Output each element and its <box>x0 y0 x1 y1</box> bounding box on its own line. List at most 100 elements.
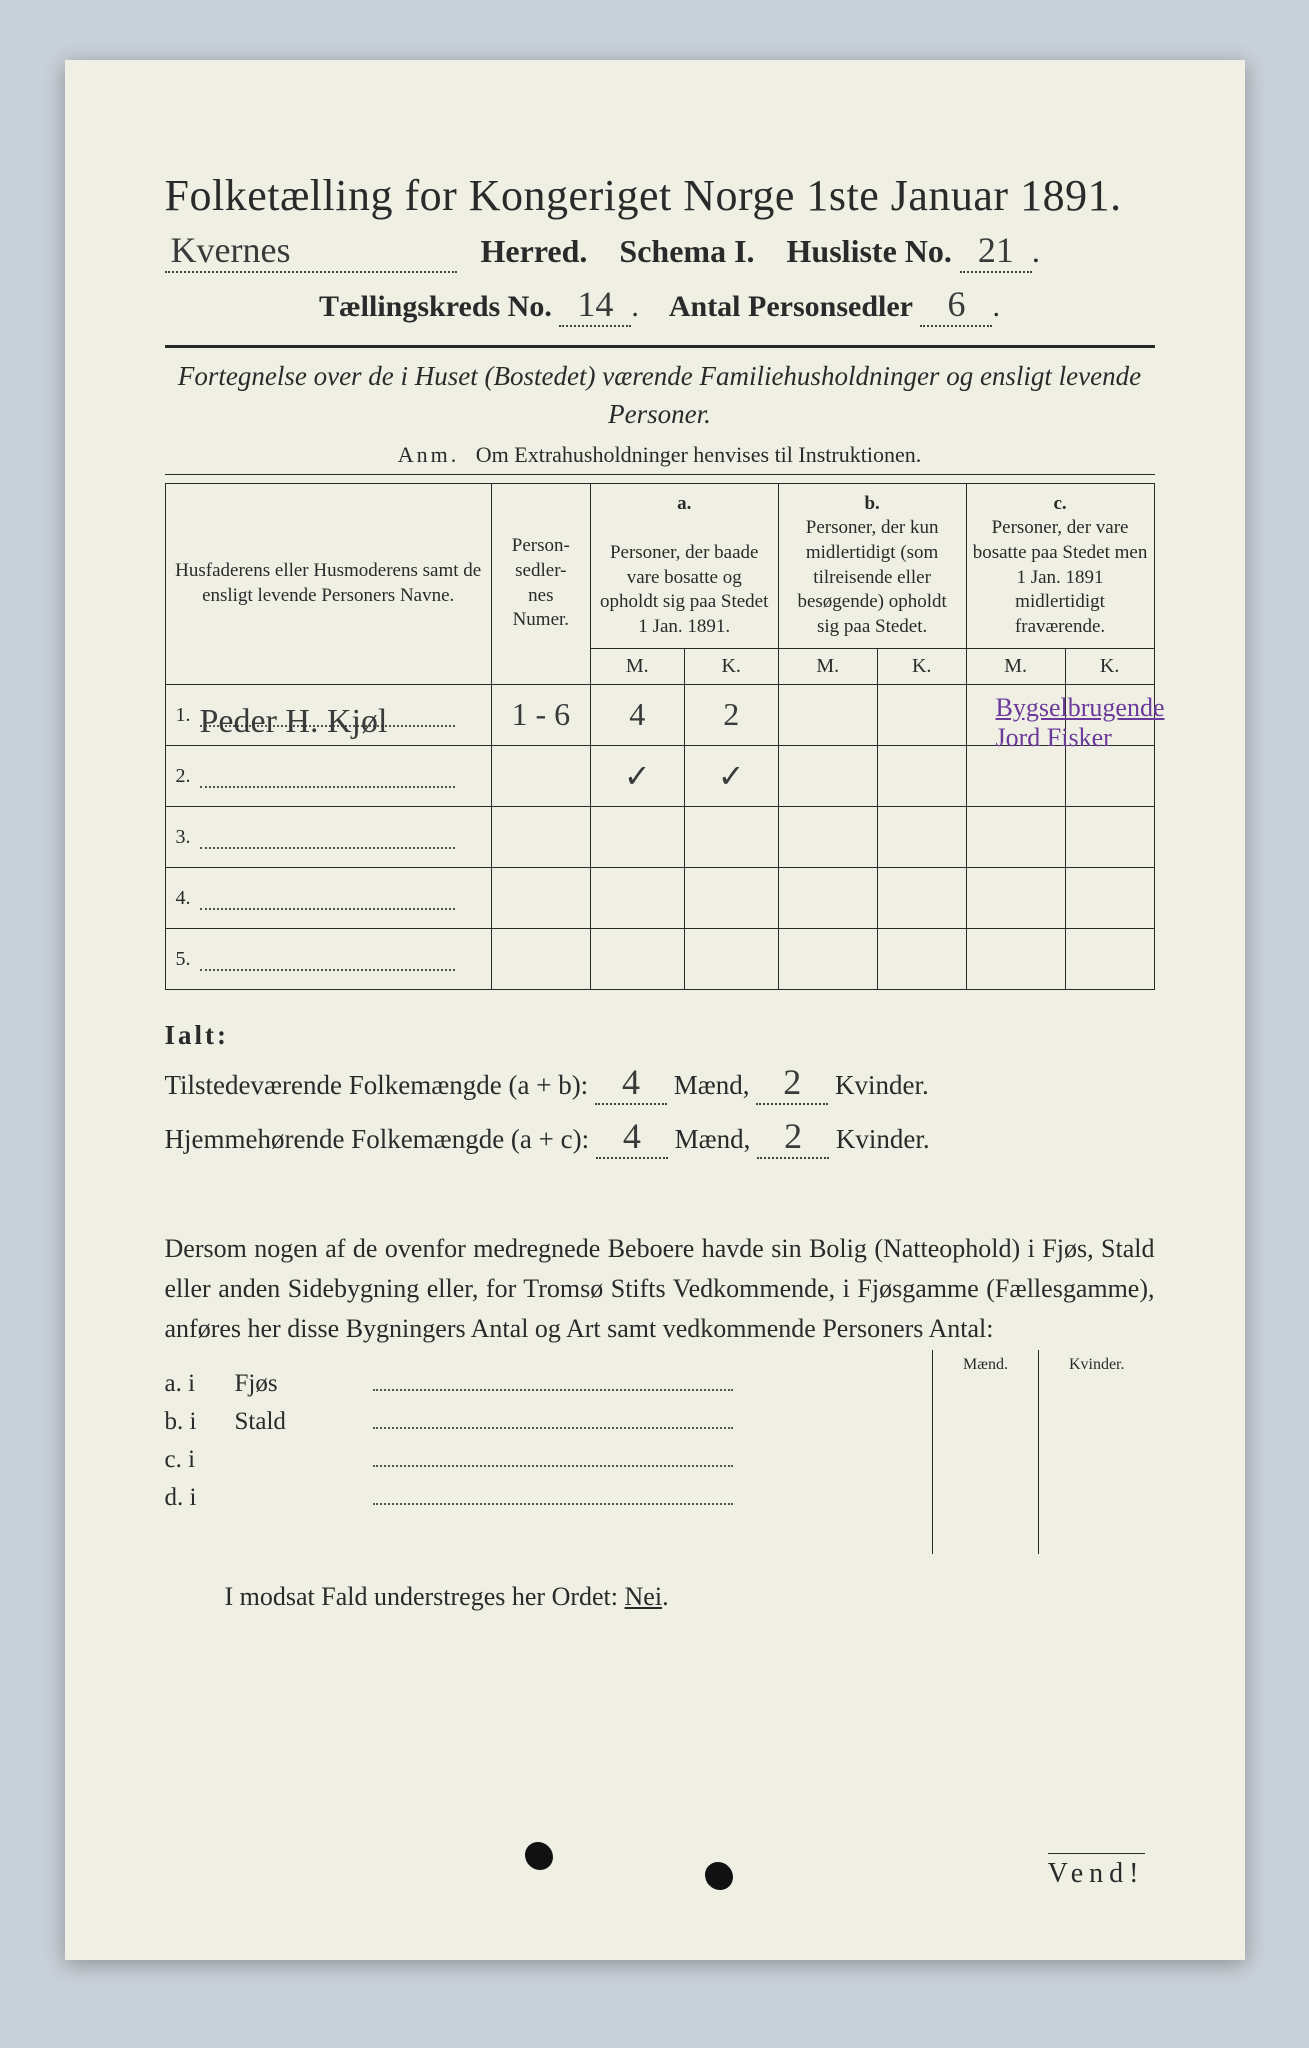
margin-note-2: Jord Fisker <box>996 723 1165 753</box>
anm-label: Anm. <box>398 442 460 467</box>
col-a-label: a. <box>677 493 691 514</box>
row-number: 3. <box>176 826 200 849</box>
ialt-label: Ialt: <box>165 1020 1155 1051</box>
herred-line: Kvernes Herred. Schema I. Husliste No. 2… <box>165 229 1155 273</box>
mk-maend: Mænd. <box>932 1350 1038 1554</box>
cell-c_m <box>966 928 1065 989</box>
ob-lab: a. i <box>165 1370 235 1398</box>
mk-kvinder: Kvinder. <box>1038 1350 1155 1554</box>
col-c-label: c. <box>1053 493 1066 514</box>
row-name-cell: 3. <box>165 806 491 867</box>
col-c-text: Personer, der vare bosatte paa Stedet me… <box>973 517 1148 637</box>
row-name-line <box>200 825 455 849</box>
ob-lab: d. i <box>165 1484 235 1512</box>
schema-label: Schema I. <box>619 233 754 269</box>
cell-a_k <box>684 867 778 928</box>
ialt-text: Ialt: <box>165 1020 230 1050</box>
rule-1 <box>165 345 1155 348</box>
outbuilding-para: Dersom nogen af de ovenfor medregnede Be… <box>165 1229 1155 1350</box>
vend-label: Vend! <box>1048 1853 1145 1890</box>
row-name-cell: 5. <box>165 928 491 989</box>
cell-numer <box>491 806 590 867</box>
kreds-label: Tællingskreds No. <box>319 290 552 323</box>
row2-k: 2 <box>757 1115 829 1159</box>
husliste-no: 21 <box>960 229 1032 273</box>
col-a: a. Personer, der baade vare bosatte og o… <box>590 483 778 648</box>
col-a-text: Personer, der baade vare bosatte og opho… <box>600 542 768 637</box>
ob-dots <box>373 1415 733 1429</box>
cell-numer <box>491 745 590 806</box>
anm-line: Anm. Om Extrahusholdninger henvises til … <box>165 442 1155 468</box>
husliste-label: Husliste No. <box>787 233 952 269</box>
cell-c_m <box>966 867 1065 928</box>
cell-b_m <box>778 928 877 989</box>
cell-a_k <box>684 928 778 989</box>
row2-kvinder: Kvinder. <box>836 1124 930 1154</box>
personsedler-label: Antal Personsedler <box>669 290 913 323</box>
personsedler-no: 6 <box>920 283 992 327</box>
kreds-no: 14 <box>559 283 631 327</box>
row-name-cell: 2. <box>165 745 491 806</box>
cell-c_m <box>966 745 1065 806</box>
cell-a_k: 2 <box>684 684 778 745</box>
row2-m: 4 <box>596 1115 668 1159</box>
cell-numer <box>491 867 590 928</box>
anm-text: Om Extrahusholdninger henvises til Instr… <box>476 442 921 467</box>
col-b: b. Personer, der kun midlertidigt (som t… <box>778 483 966 648</box>
cell-b_k <box>877 684 966 745</box>
cell-a_m <box>590 928 684 989</box>
ob-lab: c. i <box>165 1446 235 1474</box>
nei-line: I modsat Fald understreges her Ordet: Ne… <box>165 1582 1155 1612</box>
cell-a_m <box>590 806 684 867</box>
sub-b-m: M. <box>778 648 877 684</box>
cell-b_k <box>877 745 966 806</box>
cell-a_m: ✓ <box>590 745 684 806</box>
row-number: 2. <box>176 765 200 788</box>
herred-label: Herred. <box>481 233 588 269</box>
cell-a_m <box>590 867 684 928</box>
row2-maend: Mænd, <box>675 1124 751 1154</box>
rule-2 <box>165 474 1155 475</box>
row-number: 1. <box>176 704 200 727</box>
margin-annotation: Bygselbrugende Jord Fisker <box>996 693 1165 753</box>
nei-word: Nei <box>625 1582 663 1611</box>
cell-c_k <box>1065 806 1154 867</box>
ink-blot-1 <box>525 1842 553 1870</box>
table-row: 5. <box>165 928 1154 989</box>
table-row: 3. <box>165 806 1154 867</box>
cell-c_k <box>1065 928 1154 989</box>
sub-a-m: M. <box>590 648 684 684</box>
cell-numer: 1 - 6 <box>491 684 590 745</box>
row-name-line: Peder H. Kjøl <box>200 703 455 727</box>
cell-c_m <box>966 806 1065 867</box>
col-b-text: Personer, der kun midlertidigt (som tilr… <box>797 517 946 637</box>
outbuilding-block: Mænd. Kvinder. a. iFjøsb. iStaldc. id. i <box>165 1370 1155 1512</box>
cell-b_m <box>778 745 877 806</box>
col-c: c. Personer, der vare bosatte paa Stedet… <box>966 483 1154 648</box>
ink-blot-2 <box>705 1862 733 1890</box>
row-name-cell: 4. <box>165 867 491 928</box>
ob-type: Fjøs <box>235 1370 365 1398</box>
cell-b_m <box>778 867 877 928</box>
ob-type: Stald <box>235 1408 365 1436</box>
row1-maend: Mænd, <box>674 1070 750 1100</box>
row-name-cell: 1.Peder H. Kjøl <box>165 684 491 745</box>
col-numer: Person- sedler- nes Numer. <box>491 483 590 684</box>
table-row: 2. ✓✓ <box>165 745 1154 806</box>
total-row-1: Tilstedeværende Folkemængde (a + b): 4 M… <box>165 1061 1155 1105</box>
fortegnelse-title: Fortegnelse over de i Huset (Bostedet) v… <box>165 358 1155 434</box>
table-wrapper: Husfaderens eller Husmoderens samt de en… <box>165 483 1155 990</box>
cell-b_k <box>877 806 966 867</box>
col-b-label: b. <box>864 493 879 514</box>
cell-a_k: ✓ <box>684 745 778 806</box>
row-number: 5. <box>176 948 200 971</box>
sub-c-k: K. <box>1065 648 1154 684</box>
ob-lab: b. i <box>165 1408 235 1436</box>
row1-k: 2 <box>756 1061 828 1105</box>
sub-b-k: K. <box>877 648 966 684</box>
row1-m: 4 <box>595 1061 667 1105</box>
row-name-line <box>200 764 455 788</box>
row-name-line <box>200 886 455 910</box>
col-name: Husfaderens eller Husmoderens samt de en… <box>165 483 491 684</box>
cell-numer <box>491 928 590 989</box>
